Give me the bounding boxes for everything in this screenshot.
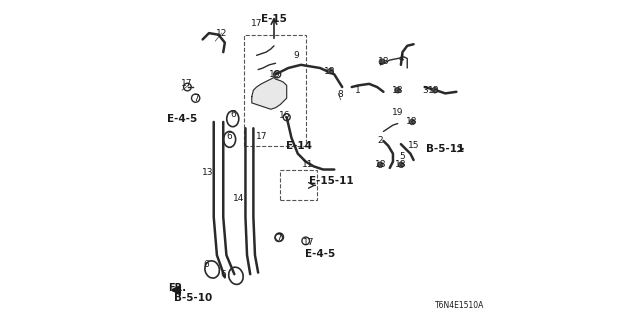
Text: 18: 18	[378, 57, 389, 66]
Text: 1: 1	[355, 86, 360, 95]
Text: 6: 6	[227, 132, 232, 141]
Text: E-14: E-14	[286, 141, 312, 151]
Text: 18: 18	[406, 117, 418, 126]
Text: 16: 16	[279, 111, 291, 120]
Text: E-4-5: E-4-5	[305, 249, 335, 259]
Text: 18: 18	[392, 86, 403, 95]
Text: 16: 16	[269, 70, 280, 79]
Circle shape	[432, 87, 438, 93]
Text: 5: 5	[399, 152, 405, 161]
Text: 17: 17	[303, 238, 315, 247]
Text: 4: 4	[398, 54, 404, 63]
Text: 18: 18	[374, 160, 386, 169]
Text: 7: 7	[193, 94, 198, 103]
Circle shape	[328, 68, 333, 74]
Text: 17: 17	[181, 79, 193, 88]
Text: 14: 14	[234, 194, 244, 203]
Circle shape	[379, 59, 385, 65]
Text: 2: 2	[378, 136, 383, 146]
Text: E-15-11: E-15-11	[308, 176, 353, 186]
Text: 8: 8	[338, 91, 344, 100]
Text: 19: 19	[392, 108, 403, 117]
Text: E-15: E-15	[261, 14, 287, 24]
Text: 18: 18	[395, 160, 406, 169]
Text: E-4-5: E-4-5	[167, 114, 197, 124]
Text: 13: 13	[202, 168, 213, 177]
Text: 17: 17	[255, 132, 267, 141]
Text: 18: 18	[324, 67, 336, 76]
Text: 3: 3	[422, 86, 428, 95]
Text: 6: 6	[220, 270, 226, 279]
Text: B-5-10: B-5-10	[174, 293, 212, 303]
Circle shape	[398, 162, 404, 168]
Text: 9: 9	[293, 51, 299, 60]
Polygon shape	[252, 77, 287, 109]
Circle shape	[378, 162, 383, 168]
Text: 18: 18	[428, 86, 440, 95]
Circle shape	[410, 119, 415, 125]
Text: B-5-11: B-5-11	[426, 144, 465, 154]
Text: FR.: FR.	[168, 284, 186, 293]
Text: 11: 11	[301, 160, 313, 169]
Text: 6: 6	[230, 109, 236, 118]
Text: 6: 6	[203, 260, 209, 269]
Circle shape	[395, 87, 401, 93]
Text: 7: 7	[276, 233, 282, 242]
Text: 15: 15	[408, 141, 419, 150]
Text: 17: 17	[251, 19, 262, 28]
Text: T6N4E1510A: T6N4E1510A	[435, 301, 484, 310]
Text: 12: 12	[216, 28, 227, 38]
